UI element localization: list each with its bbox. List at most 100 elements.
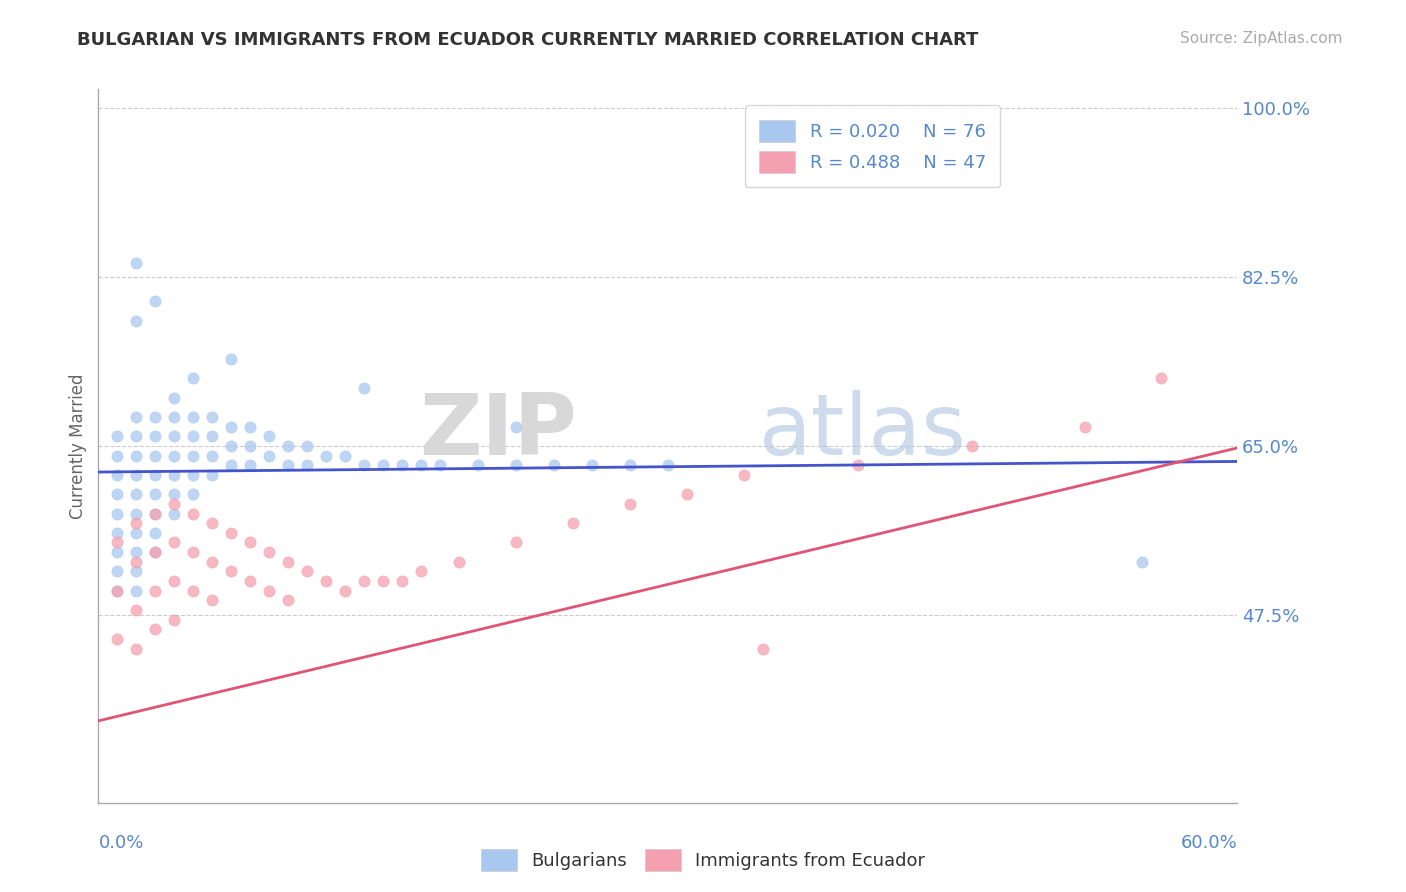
Point — [239, 419, 262, 434]
Point — [752, 641, 775, 656]
Text: 0.0%: 0.0% — [98, 834, 143, 852]
Point — [221, 565, 243, 579]
Point — [163, 507, 186, 521]
Point — [467, 458, 489, 473]
Point — [107, 467, 129, 482]
Point — [277, 458, 299, 473]
Point — [371, 458, 394, 473]
Point — [201, 449, 224, 463]
Legend: R = 0.020    N = 76, R = 0.488    N = 47: R = 0.020 N = 76, R = 0.488 N = 47 — [745, 105, 1001, 187]
Point — [297, 565, 319, 579]
Point — [221, 419, 243, 434]
Point — [733, 467, 755, 482]
Point — [239, 535, 262, 549]
Point — [619, 458, 641, 473]
Point — [145, 545, 167, 559]
Point — [107, 507, 129, 521]
Point — [657, 458, 679, 473]
Point — [163, 449, 186, 463]
Point — [107, 525, 129, 540]
Point — [125, 507, 148, 521]
Point — [221, 525, 243, 540]
Point — [125, 429, 148, 443]
Point — [960, 439, 983, 453]
Point — [183, 507, 205, 521]
Point — [259, 429, 281, 443]
Point — [335, 583, 357, 598]
Y-axis label: Currently Married: Currently Married — [69, 373, 87, 519]
Point — [201, 516, 224, 530]
Point — [277, 593, 299, 607]
Point — [297, 439, 319, 453]
Point — [259, 449, 281, 463]
Point — [125, 583, 148, 598]
Point — [145, 467, 167, 482]
Point — [125, 525, 148, 540]
Point — [449, 555, 471, 569]
Point — [145, 487, 167, 501]
Point — [391, 458, 413, 473]
Point — [163, 487, 186, 501]
Point — [163, 497, 186, 511]
Point — [201, 593, 224, 607]
Point — [221, 352, 243, 367]
Point — [277, 555, 299, 569]
Point — [201, 555, 224, 569]
Point — [145, 429, 167, 443]
Point — [145, 622, 167, 636]
Point — [145, 507, 167, 521]
Point — [297, 458, 319, 473]
Point — [145, 507, 167, 521]
Point — [411, 565, 433, 579]
Point — [183, 467, 205, 482]
Point — [1150, 371, 1173, 385]
Point — [1132, 555, 1154, 569]
Point — [163, 467, 186, 482]
Point — [107, 632, 129, 646]
Point — [391, 574, 413, 588]
Point — [163, 535, 186, 549]
Point — [201, 467, 224, 482]
Point — [239, 574, 262, 588]
Point — [125, 603, 148, 617]
Point — [315, 574, 337, 588]
Point — [125, 256, 148, 270]
Point — [163, 613, 186, 627]
Point — [145, 525, 167, 540]
Point — [107, 545, 129, 559]
Point — [125, 565, 148, 579]
Point — [107, 583, 129, 598]
Point — [221, 458, 243, 473]
Text: 60.0%: 60.0% — [1181, 834, 1237, 852]
Point — [163, 574, 186, 588]
Point — [125, 516, 148, 530]
Point — [145, 449, 167, 463]
Point — [353, 381, 375, 395]
Point — [145, 545, 167, 559]
Point — [145, 294, 167, 309]
Point — [145, 410, 167, 425]
Point — [1074, 419, 1097, 434]
Point — [125, 555, 148, 569]
Text: ZIP: ZIP — [419, 390, 576, 474]
Point — [163, 429, 186, 443]
Point — [411, 458, 433, 473]
Point — [239, 439, 262, 453]
Point — [163, 410, 186, 425]
Point — [125, 449, 148, 463]
Point — [107, 487, 129, 501]
Point — [125, 487, 148, 501]
Point — [676, 487, 699, 501]
Point — [125, 410, 148, 425]
Point — [125, 313, 148, 327]
Point — [183, 487, 205, 501]
Point — [201, 410, 224, 425]
Point — [562, 516, 585, 530]
Point — [163, 391, 186, 405]
Point — [505, 458, 527, 473]
Point — [353, 574, 375, 588]
Point — [107, 449, 129, 463]
Point — [107, 535, 129, 549]
Point — [505, 535, 527, 549]
Point — [183, 429, 205, 443]
